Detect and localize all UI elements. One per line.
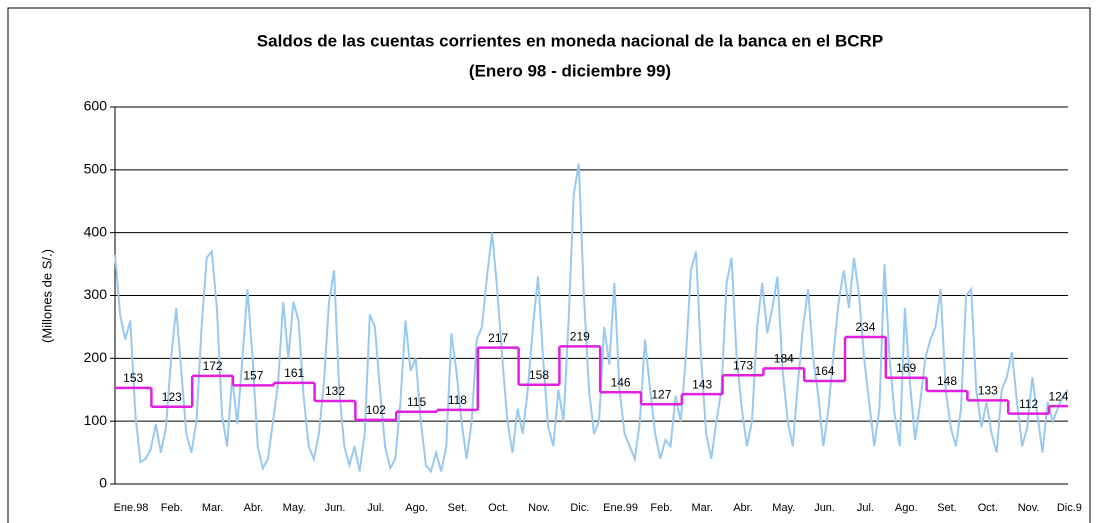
x-tick-label: Feb. <box>161 502 183 514</box>
y-tick-label: 300 <box>84 286 108 302</box>
x-tick-label: Set. <box>448 502 468 514</box>
x-tick-label: Ene.98 <box>114 502 149 514</box>
value-label: 146 <box>611 375 631 389</box>
chart-title: Saldos de las cuentas corrientes en mone… <box>257 31 883 50</box>
daily-line <box>114 163 1069 474</box>
x-tick-label: Nov. <box>528 502 550 514</box>
value-label: 124 <box>1048 389 1068 403</box>
x-tick-label: Ago. <box>405 502 428 514</box>
x-tick-label: Feb. <box>650 502 672 514</box>
x-tick-label: Dic. <box>570 502 589 514</box>
value-label: 102 <box>366 403 386 417</box>
value-label: 148 <box>937 374 957 388</box>
value-label: 112 <box>1019 397 1038 411</box>
value-label: 115 <box>407 395 426 409</box>
value-label: 157 <box>243 369 263 383</box>
y-tick-label: 0 <box>99 475 107 491</box>
chart-subtitle: (Enero 98 - diciembre 99) <box>469 61 671 80</box>
value-label: 161 <box>284 366 304 380</box>
y-tick-label: 600 <box>84 98 108 114</box>
value-label: 143 <box>692 377 712 391</box>
value-label: 217 <box>488 331 508 345</box>
value-label: 132 <box>325 384 345 398</box>
x-tick-label: Nov. <box>1018 502 1040 514</box>
y-axis-label: (Millones de S/.) <box>39 249 54 343</box>
x-tick-label: Jun. <box>814 502 835 514</box>
y-tick-label: 400 <box>84 223 108 239</box>
y-tick-label: 100 <box>84 412 108 428</box>
x-tick-label: Ago. <box>895 502 918 514</box>
x-tick-label: Jul. <box>857 502 874 514</box>
x-tick-label: Abr. <box>244 502 264 514</box>
value-label: 127 <box>651 387 671 401</box>
x-tick-label: Set. <box>937 502 957 514</box>
x-tick-label: Abr. <box>733 502 753 514</box>
x-tick-label: Oct. <box>978 502 998 514</box>
value-label: 118 <box>448 393 467 407</box>
x-tick-label: May. <box>772 502 795 514</box>
x-tick-label: Mar. <box>202 502 223 514</box>
value-label: 164 <box>815 364 835 378</box>
x-tick-label: Dic.9 <box>1057 502 1082 514</box>
value-label: 153 <box>123 371 143 385</box>
x-tick-label: May. <box>283 502 306 514</box>
value-label: 169 <box>896 361 916 375</box>
x-tick-label: Jul. <box>367 502 384 514</box>
x-tick-label: Jun. <box>325 502 346 514</box>
y-tick-label: 500 <box>84 161 108 177</box>
value-label: 173 <box>733 358 753 372</box>
chart-border <box>7 7 1091 523</box>
x-tick-label: Oct. <box>488 502 508 514</box>
value-label: 158 <box>529 368 549 382</box>
value-label: 234 <box>855 320 875 334</box>
value-label: 172 <box>203 359 223 373</box>
value-label: 219 <box>570 330 590 344</box>
value-label: 123 <box>162 390 182 404</box>
x-tick-label: Mar. <box>691 502 712 514</box>
value-label: 133 <box>978 384 998 398</box>
x-tick-label: Ene.99 <box>603 502 638 514</box>
y-tick-label: 200 <box>84 349 108 365</box>
value-label: 184 <box>774 352 794 366</box>
